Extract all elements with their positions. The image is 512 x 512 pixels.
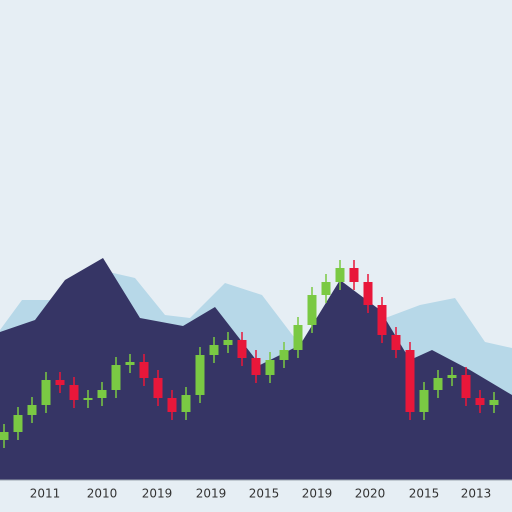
- candle-body: [13, 415, 23, 432]
- x-tick-label: 2019: [196, 487, 227, 501]
- candle-body: [153, 378, 163, 398]
- candle-body: [181, 395, 191, 412]
- candle-body: [349, 268, 359, 282]
- candle-body: [335, 268, 345, 282]
- candle-body: [0, 432, 9, 440]
- x-tick-label: 2015: [249, 487, 280, 501]
- candle-body: [363, 282, 373, 305]
- candle-body: [41, 380, 51, 405]
- candle-body: [433, 378, 443, 390]
- candle-body: [55, 380, 65, 385]
- candle-body: [251, 358, 261, 375]
- candle-body: [125, 362, 135, 365]
- x-tick-label: 2015: [409, 487, 440, 501]
- x-tick-label: 2019: [302, 487, 333, 501]
- candle-body: [97, 390, 107, 398]
- candle-body: [447, 375, 457, 378]
- candle-body: [265, 360, 275, 375]
- x-tick-label: 2020: [355, 487, 386, 501]
- candle-body: [307, 295, 317, 325]
- x-tick-label: 2019: [142, 487, 173, 501]
- candle-body: [377, 305, 387, 335]
- candle-body: [279, 350, 289, 360]
- candle-body: [391, 335, 401, 350]
- candle-body: [475, 398, 485, 405]
- candle-body: [83, 398, 93, 400]
- x-tick-label: 2013: [461, 487, 492, 501]
- candle-body: [111, 365, 121, 390]
- candle-body: [167, 398, 177, 412]
- candle-body: [461, 375, 471, 398]
- candle-body: [69, 385, 79, 400]
- candle-body: [321, 282, 331, 295]
- candle-body: [237, 340, 247, 358]
- candle-body: [27, 405, 37, 415]
- candle-body: [293, 325, 303, 350]
- candle-body: [419, 390, 429, 412]
- candle-body: [209, 345, 219, 355]
- candle-body: [405, 350, 415, 412]
- x-tick-label: 2010: [87, 487, 118, 501]
- candle-body: [489, 400, 499, 405]
- candle-body: [139, 362, 149, 378]
- candle-body: [195, 355, 205, 395]
- x-tick-label: 2011: [30, 487, 61, 501]
- candle-body: [223, 340, 233, 345]
